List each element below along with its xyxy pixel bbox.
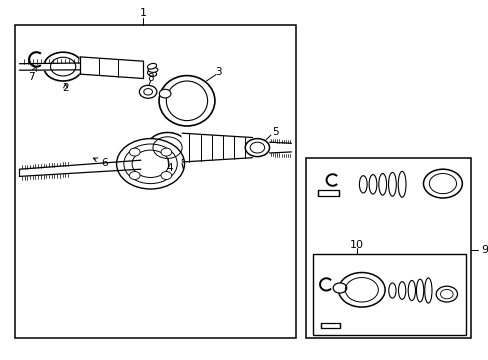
Circle shape: [43, 52, 82, 81]
Text: 6: 6: [93, 158, 107, 168]
Circle shape: [129, 148, 140, 156]
Text: 8: 8: [147, 73, 154, 83]
Bar: [305, 158, 470, 338]
Polygon shape: [182, 133, 252, 162]
Circle shape: [332, 283, 346, 293]
Text: 4: 4: [166, 163, 173, 174]
Circle shape: [161, 172, 171, 180]
Bar: [320, 323, 339, 328]
Polygon shape: [80, 57, 143, 78]
Text: 2: 2: [62, 83, 69, 93]
Text: 3: 3: [215, 67, 222, 77]
Circle shape: [116, 139, 184, 189]
Text: 9: 9: [480, 245, 487, 255]
Circle shape: [423, 169, 462, 198]
Circle shape: [435, 286, 457, 302]
Text: 5: 5: [272, 127, 279, 138]
Circle shape: [245, 139, 269, 157]
Text: 10: 10: [349, 240, 363, 250]
Ellipse shape: [159, 76, 214, 126]
Circle shape: [129, 172, 140, 180]
Ellipse shape: [147, 71, 156, 76]
Circle shape: [161, 148, 171, 156]
Circle shape: [159, 89, 171, 98]
Polygon shape: [20, 63, 80, 70]
Polygon shape: [20, 160, 141, 176]
Text: 1: 1: [140, 8, 146, 18]
Ellipse shape: [147, 63, 156, 69]
Ellipse shape: [148, 67, 158, 72]
Circle shape: [147, 132, 187, 163]
Bar: [318, 190, 338, 196]
Text: 7: 7: [28, 67, 36, 82]
Circle shape: [139, 85, 157, 98]
Circle shape: [338, 273, 385, 307]
Bar: [313, 254, 465, 335]
Bar: [15, 25, 296, 338]
